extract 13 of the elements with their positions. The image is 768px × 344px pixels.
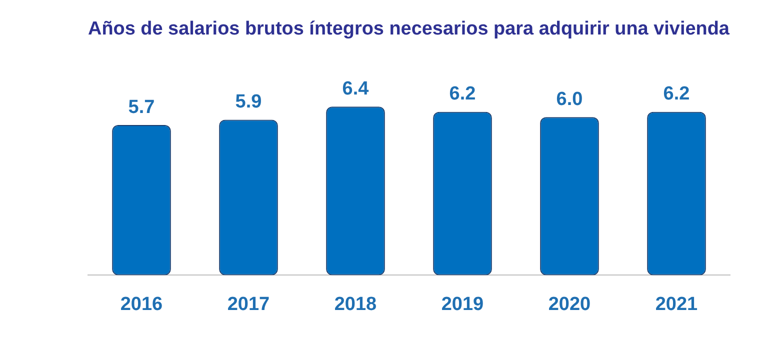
x-tick-label: 2016 (120, 294, 163, 315)
chart-title: Años de salarios brutos íntegros necesarios para adquirir una vivienda (88, 18, 730, 40)
x-tick-label: 2019 (441, 294, 484, 315)
data-label: 6.0 (556, 88, 583, 110)
data-label: 6.2 (449, 84, 476, 105)
data-label: 5.9 (235, 92, 262, 113)
data-label: 5.7 (128, 96, 155, 118)
data-label: 6.4 (342, 78, 370, 100)
x-tick-label: 2018 (334, 294, 377, 315)
x-tick-label: 2017 (227, 294, 270, 315)
x-tick-label: 2021 (655, 294, 698, 315)
data-label: 6.2 (663, 84, 690, 105)
x-tick-label: 2020 (548, 294, 591, 315)
